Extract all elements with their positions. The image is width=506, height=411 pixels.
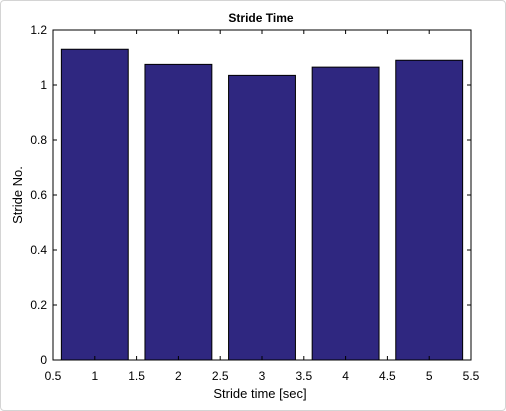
x-tick-label: 4 — [342, 369, 349, 383]
y-axis-label: Stride No. — [10, 166, 25, 224]
x-tick-label: 3 — [259, 369, 266, 383]
x-tick-label: 1 — [91, 369, 98, 383]
y-tick-label: 1 — [40, 78, 47, 92]
y-tick-label: 0.8 — [30, 133, 47, 147]
bar-5 — [395, 59, 464, 361]
x-axis-label: Stride time [sec] — [213, 386, 306, 401]
bar-4 — [311, 66, 380, 361]
chart-title: Stride Time — [228, 11, 293, 25]
x-tick-label: 0.5 — [45, 369, 62, 383]
y-tick-label: 0.4 — [30, 243, 47, 257]
bar-1 — [60, 48, 129, 361]
y-axis: 0 0.2 0.4 0.6 0.8 1 1.2 — [30, 23, 471, 367]
y-tick-label: 0 — [40, 353, 47, 367]
x-tick-label: 2.5 — [212, 369, 229, 383]
x-tick-label: 5 — [426, 369, 433, 383]
x-axis: 0.5 1 1.5 2 2.5 3 3.5 4 4.5 5 5.5 — [45, 30, 480, 383]
x-tick-label: 1.5 — [128, 369, 145, 383]
x-tick-label: 2 — [175, 369, 182, 383]
y-tick-label: 1.2 — [30, 23, 47, 37]
bar-2 — [144, 63, 213, 361]
y-tick-label: 0.2 — [30, 298, 47, 312]
x-tick-label: 3.5 — [295, 369, 312, 383]
x-tick-label: 5.5 — [463, 369, 480, 383]
y-tick-label: 0.6 — [30, 188, 47, 202]
bar-3 — [228, 74, 296, 361]
bars-group — [60, 48, 464, 361]
x-tick-label: 4.5 — [379, 369, 396, 383]
